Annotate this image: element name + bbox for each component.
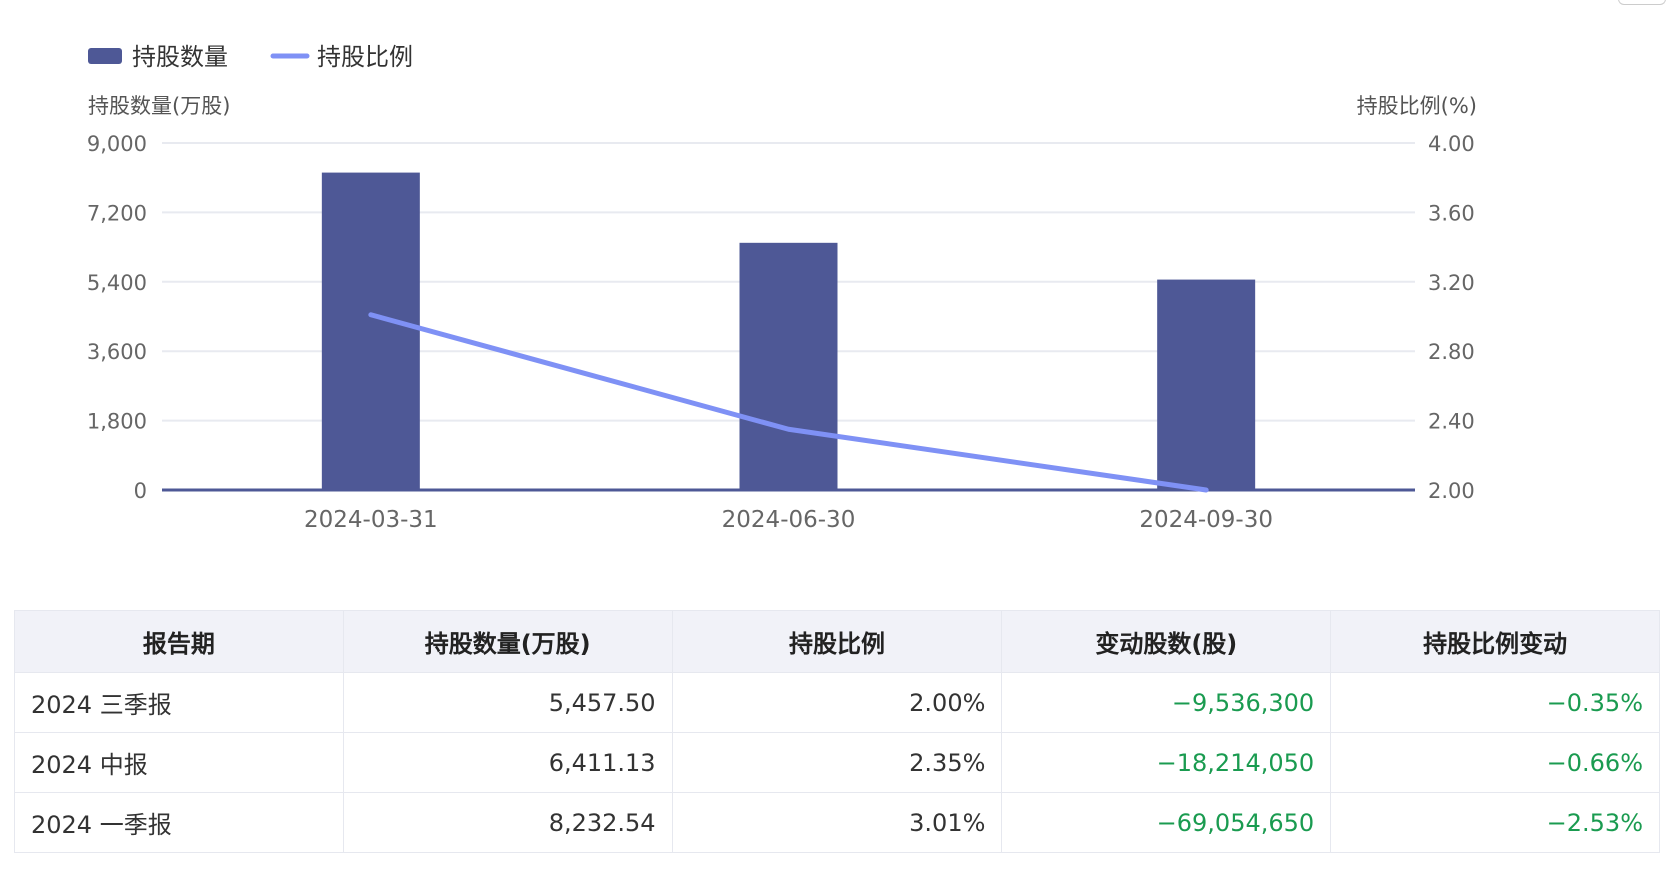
- chart-legend: 持股数量 持股比例: [88, 43, 413, 71]
- ratio-line[interactable]: [368, 312, 1209, 493]
- table-row: 2024 中报 6,411.13 2.35% −18,214,050 −0.66…: [14, 732, 1660, 793]
- bar-2024-06-30[interactable]: [739, 242, 838, 490]
- cell-report-period: 2024 中报: [14, 732, 344, 793]
- cell-report-period: 2024 一季报: [14, 792, 344, 853]
- cell-change-shares: −9,536,300: [1001, 672, 1332, 733]
- y-tick-right-label: 2.80: [1428, 340, 1475, 364]
- header-holding-amount[interactable]: 持股数量(万股): [342, 610, 673, 673]
- y-tick-right-label: 3.20: [1428, 271, 1475, 295]
- y-axis-right-ticks: 2.00 2.40 2.80 3.20 3.60 4.00: [1428, 132, 1475, 503]
- cell-holding-ratio: 3.01%: [671, 792, 1003, 853]
- cell-holding-ratio: 2.00%: [671, 672, 1003, 733]
- header-report-period[interactable]: 报告期: [14, 610, 344, 673]
- holding-chart: 持股数量 持股比例 持股数量(万股) 持股比例(%) 0 1,800 3,600 5,…: [87, 43, 1477, 533]
- cell-change-shares: −18,214,050: [1001, 732, 1332, 793]
- y-tick-right-label: 2.40: [1428, 410, 1475, 434]
- x-tick-label: 2024-09-30: [1139, 507, 1273, 533]
- holding-table: 报告期 持股数量(万股) 持股比例 变动股数(股) 持股比例变动 2024 三季…: [14, 610, 1660, 853]
- y-tick-right-label: 2.00: [1428, 479, 1475, 503]
- x-tick-label: 2024-06-30: [722, 507, 856, 533]
- cell-holding-amount: 8,232.54: [342, 792, 673, 853]
- legend-bar-swatch: [88, 48, 122, 64]
- legend-line-label[interactable]: 持股比例: [317, 43, 413, 71]
- y-tick-left-label: 3,600: [87, 340, 147, 364]
- y-tick-right-label: 4.00: [1428, 132, 1475, 156]
- y-axis-right-title: 持股比例(%): [1357, 94, 1477, 118]
- bar-2024-03-31[interactable]: [321, 172, 420, 490]
- line-series: [368, 312, 1209, 493]
- cell-change-shares: −69,054,650: [1001, 792, 1332, 853]
- cell-holding-amount: 5,457.50: [342, 672, 673, 733]
- table-row: 2024 三季报 5,457.50 2.00% −9,536,300 −0.35…: [14, 672, 1660, 733]
- y-axis-left-ticks: 0 1,800 3,600 5,400 7,200 9,000: [87, 132, 147, 503]
- cell-holding-ratio: 2.35%: [671, 732, 1003, 793]
- y-tick-left-label: 0: [134, 479, 147, 503]
- x-tick-label: 2024-03-31: [304, 507, 438, 533]
- y-axis-left-title: 持股数量(万股): [88, 94, 230, 118]
- cell-report-period: 2024 三季报: [14, 672, 344, 733]
- header-holding-ratio[interactable]: 持股比例: [671, 610, 1003, 673]
- y-tick-left-label: 1,800: [87, 410, 147, 434]
- header-ratio-change[interactable]: 持股比例变动: [1330, 610, 1660, 673]
- y-tick-left-label: 7,200: [87, 201, 147, 225]
- y-tick-right-label: 3.60: [1428, 201, 1475, 225]
- x-axis-ticks: 2024-03-31 2024-06-30 2024-09-30: [304, 507, 1273, 533]
- legend-bar-label[interactable]: 持股数量: [132, 43, 228, 71]
- y-tick-left-label: 5,400: [87, 271, 147, 295]
- bar-2024-09-30[interactable]: [1157, 279, 1256, 490]
- y-tick-left-label: 9,000: [87, 132, 147, 156]
- cell-ratio-change: −0.66%: [1330, 732, 1660, 793]
- header-change-shares[interactable]: 变动股数(股): [1001, 610, 1332, 673]
- table-row: 2024 一季报 8,232.54 3.01% −69,054,650 −2.5…: [14, 792, 1660, 853]
- bar-series: [321, 172, 1256, 490]
- table-header-row: 报告期 持股数量(万股) 持股比例 变动股数(股) 持股比例变动: [14, 610, 1660, 673]
- cell-ratio-change: −2.53%: [1330, 792, 1660, 853]
- cell-ratio-change: −0.35%: [1330, 672, 1660, 733]
- cell-holding-amount: 6,411.13: [342, 732, 673, 793]
